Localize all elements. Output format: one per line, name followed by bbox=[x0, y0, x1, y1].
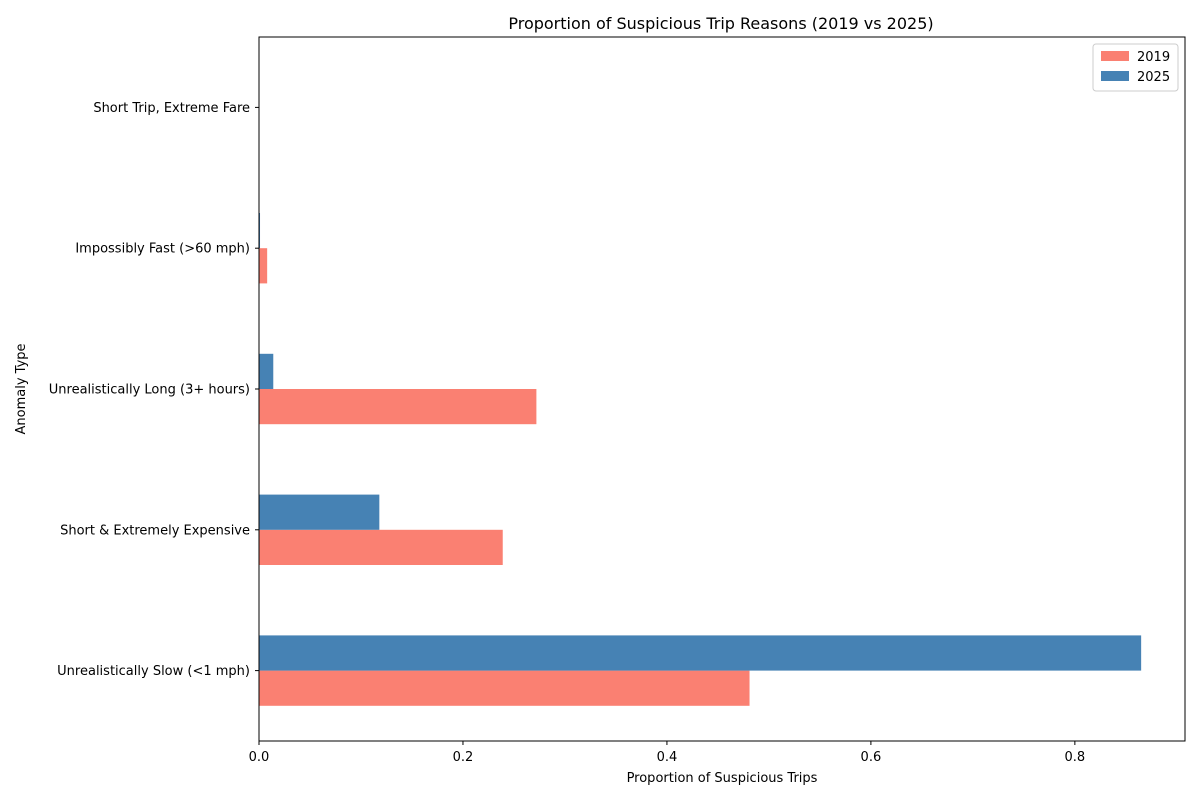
plot-frame bbox=[258, 36, 1186, 742]
bar-2025-3 bbox=[259, 213, 261, 249]
bar-2019-1 bbox=[259, 529, 503, 565]
legend-label-2025: 2025 bbox=[1137, 70, 1170, 85]
bar-2019-3 bbox=[259, 248, 268, 284]
legend-swatch-2025 bbox=[1101, 71, 1129, 81]
bar-2025-1 bbox=[259, 494, 380, 530]
bar-2019-2 bbox=[259, 389, 537, 425]
x-tick-label: 0.2 bbox=[453, 750, 474, 765]
bar-2025-0 bbox=[259, 635, 1142, 671]
x-axis-label: Proportion of Suspicious Trips bbox=[627, 771, 818, 786]
y-tick-label: Short Trip, Extreme Fare bbox=[93, 101, 250, 116]
x-tick-label: 0.8 bbox=[1065, 750, 1086, 765]
y-axis-label: Anomaly Type bbox=[14, 343, 29, 434]
y-tick-label: Unrealistically Slow (<1 mph) bbox=[57, 664, 250, 679]
y-axis-ticks: Unrealistically Slow (<1 mph) Short & Ext… bbox=[49, 101, 259, 679]
y-tick-label: Impossibly Fast (>60 mph) bbox=[75, 242, 250, 257]
legend: 2019 2025 bbox=[1092, 43, 1179, 92]
y-tick-label: Unrealistically Long (3+ hours) bbox=[49, 383, 250, 398]
bars-group bbox=[259, 213, 1142, 706]
legend-swatch-2019 bbox=[1101, 51, 1129, 61]
bar-2025-2 bbox=[259, 353, 274, 389]
legend-label-2019: 2019 bbox=[1137, 50, 1170, 65]
bar-2019-0 bbox=[259, 670, 750, 706]
x-axis-ticks: 0.0 0.2 0.4 0.6 0.8 bbox=[249, 741, 1086, 765]
y-tick-label: Short & Extremely Expensive bbox=[60, 523, 250, 538]
x-tick-label: 0.4 bbox=[657, 750, 678, 765]
chart-title: Proportion of Suspicious Trip Reasons (2… bbox=[508, 14, 933, 33]
x-tick-label: 0.6 bbox=[861, 750, 882, 765]
x-tick-label: 0.0 bbox=[249, 750, 270, 765]
